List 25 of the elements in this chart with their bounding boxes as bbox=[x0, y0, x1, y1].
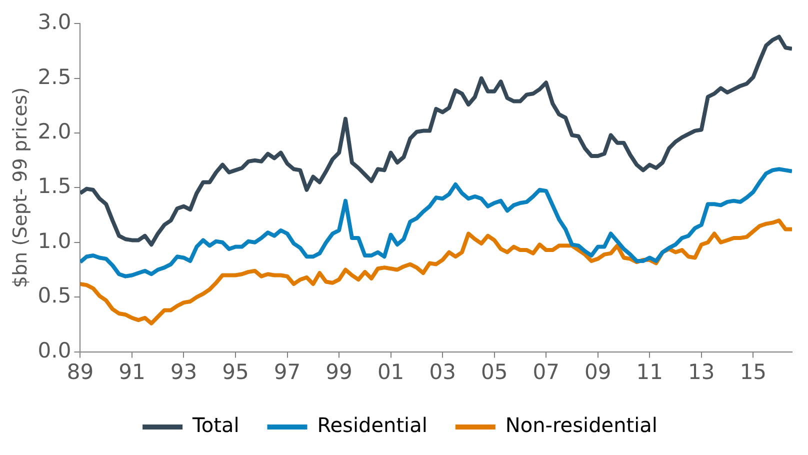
x-tick-label: 89 bbox=[66, 360, 94, 384]
x-tick-label: 15 bbox=[740, 360, 767, 384]
y-tick-label: 2.5 bbox=[38, 64, 72, 89]
y-tick-label: 0.5 bbox=[38, 284, 72, 308]
x-tick-label: 09 bbox=[584, 360, 612, 384]
x-tick-label: 99 bbox=[326, 360, 352, 384]
legend-label: Residential bbox=[317, 413, 428, 438]
y-tick-label: 3.0 bbox=[38, 10, 72, 34]
y-axis-title: $bn (Sept- 99 prices) bbox=[9, 87, 32, 288]
y-tick-label: 1.5 bbox=[38, 174, 72, 198]
x-tick-label: 91 bbox=[118, 360, 146, 384]
legend-label: Non-residential bbox=[505, 413, 658, 438]
x-tick-label: 03 bbox=[429, 360, 456, 384]
x-tick-label: 11 bbox=[636, 360, 664, 384]
x-tick-label: 97 bbox=[274, 360, 301, 384]
y-tick-label: 0.0 bbox=[38, 338, 72, 362]
x-tick-label: 93 bbox=[170, 360, 198, 384]
y-tick-label: 1.0 bbox=[38, 228, 72, 253]
x-tick-label: 01 bbox=[377, 360, 404, 384]
x-tick-label: 13 bbox=[688, 360, 715, 384]
legend-label: Total bbox=[192, 413, 240, 438]
y-tick-label: 2.0 bbox=[38, 119, 72, 144]
x-tick-label: 95 bbox=[222, 360, 249, 384]
x-tick-label: 05 bbox=[480, 360, 508, 384]
x-tick-label: 07 bbox=[532, 360, 560, 384]
